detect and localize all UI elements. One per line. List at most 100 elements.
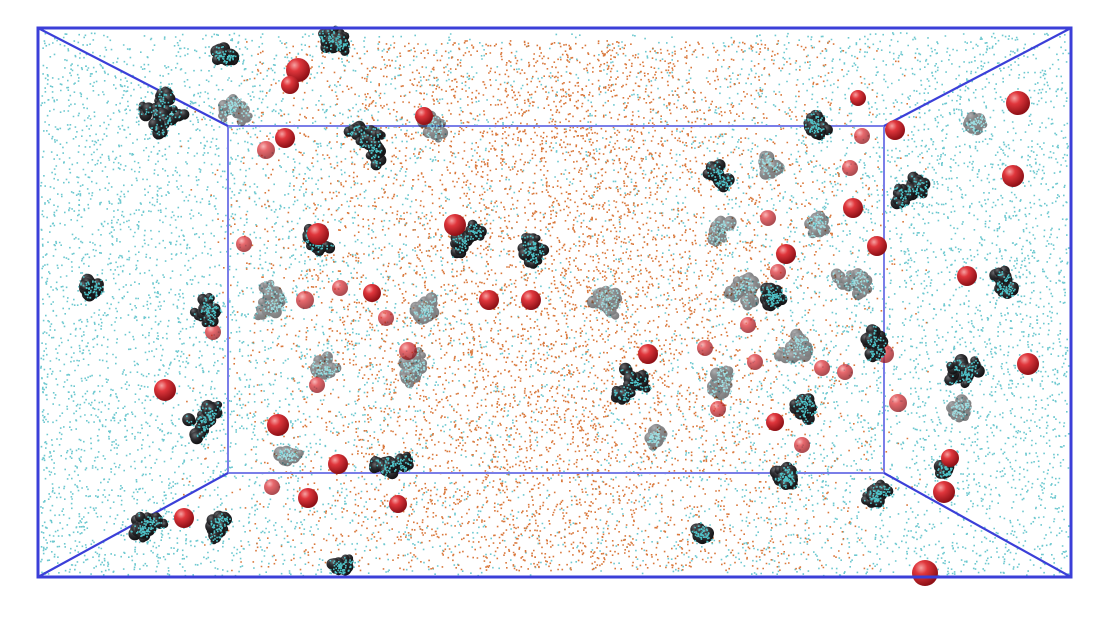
ion bbox=[912, 560, 938, 586]
molecule-cluster bbox=[758, 150, 785, 181]
ion bbox=[766, 413, 784, 431]
ion bbox=[885, 120, 905, 140]
molecule-cluster bbox=[409, 292, 440, 325]
ion bbox=[957, 266, 977, 286]
molecule-cluster bbox=[989, 265, 1019, 299]
ion bbox=[854, 128, 870, 144]
molecule-cluster bbox=[830, 268, 875, 300]
molecule-cluster bbox=[723, 272, 762, 311]
molecule-cluster bbox=[450, 219, 487, 259]
ion bbox=[933, 481, 955, 503]
ion bbox=[363, 284, 381, 302]
ion bbox=[264, 479, 280, 495]
molecule-cluster bbox=[963, 111, 988, 136]
molecule-cluster bbox=[946, 394, 972, 423]
molecule-cluster bbox=[253, 279, 287, 322]
molecule-cluster bbox=[318, 25, 350, 57]
ion bbox=[444, 214, 466, 236]
molecule-clusters-near bbox=[79, 25, 1019, 576]
box-front-face bbox=[36, 26, 1073, 579]
molecule-cluster bbox=[702, 159, 735, 193]
ion bbox=[286, 58, 310, 82]
box-depth-edge bbox=[883, 472, 1072, 578]
ion bbox=[257, 141, 275, 159]
ion bbox=[842, 160, 858, 176]
ion bbox=[638, 344, 658, 364]
ion bbox=[941, 449, 959, 467]
ion bbox=[889, 394, 907, 412]
ion bbox=[309, 377, 325, 393]
molecule-cluster bbox=[804, 210, 831, 239]
ion bbox=[697, 340, 713, 356]
molecule-cluster bbox=[586, 285, 623, 323]
molecule-cluster bbox=[398, 347, 429, 389]
molecule-cluster bbox=[933, 460, 955, 480]
ion bbox=[415, 107, 433, 125]
molecule-clusters-far bbox=[218, 94, 988, 467]
molecule-cluster bbox=[890, 171, 931, 210]
ions-far bbox=[205, 128, 907, 495]
ion bbox=[296, 291, 314, 309]
molecule-cluster bbox=[310, 351, 342, 380]
molecule-cluster bbox=[610, 362, 652, 405]
ion bbox=[236, 236, 252, 252]
ion bbox=[837, 364, 853, 380]
box-back-face bbox=[227, 125, 885, 474]
ion bbox=[399, 342, 417, 360]
ion bbox=[154, 379, 176, 401]
molecule-cluster bbox=[189, 292, 222, 328]
ion bbox=[479, 290, 499, 310]
molecule-cluster bbox=[369, 451, 416, 480]
molecule-cluster bbox=[182, 399, 225, 445]
box-depth-edge bbox=[883, 27, 1072, 127]
ion bbox=[747, 354, 763, 370]
molecule-cluster bbox=[860, 324, 889, 365]
molecule-cluster bbox=[205, 510, 232, 545]
ion bbox=[378, 310, 394, 326]
box-back-edges bbox=[37, 27, 1072, 578]
ion bbox=[267, 414, 289, 436]
ion bbox=[332, 280, 348, 296]
molecule-cluster bbox=[343, 120, 387, 171]
ion bbox=[389, 495, 407, 513]
molecule-cluster bbox=[707, 215, 737, 247]
ion bbox=[850, 90, 866, 106]
molecule-cluster bbox=[759, 282, 788, 312]
molecule-cluster bbox=[690, 522, 714, 545]
ion bbox=[1006, 91, 1030, 115]
molecule-cluster bbox=[79, 273, 104, 302]
ion bbox=[275, 128, 295, 148]
ion bbox=[867, 236, 887, 256]
ion bbox=[205, 324, 221, 340]
molecule-cluster bbox=[803, 109, 833, 141]
molecule-cluster bbox=[138, 86, 190, 140]
ion bbox=[814, 360, 830, 376]
ion bbox=[281, 76, 299, 94]
molecule-cluster bbox=[944, 354, 985, 389]
molecule-cluster bbox=[707, 365, 735, 401]
molecule-cluster bbox=[210, 42, 240, 67]
ions-near bbox=[154, 58, 1039, 586]
molecule-cluster bbox=[774, 328, 814, 364]
ion bbox=[710, 401, 726, 417]
molecule-cluster bbox=[273, 445, 304, 467]
ion bbox=[521, 290, 541, 310]
ion bbox=[776, 244, 796, 264]
ion bbox=[307, 223, 329, 245]
molecule-cluster bbox=[769, 461, 799, 490]
molecule-cluster bbox=[128, 511, 170, 543]
molecule-cluster bbox=[789, 393, 818, 425]
ion bbox=[1017, 353, 1039, 375]
ion bbox=[794, 437, 810, 453]
ion bbox=[1002, 165, 1024, 187]
ion bbox=[843, 198, 863, 218]
ion bbox=[740, 317, 756, 333]
molecule-cluster bbox=[218, 94, 256, 127]
molecule-cluster bbox=[861, 479, 895, 509]
ion bbox=[760, 210, 776, 226]
molecule-cluster bbox=[326, 554, 356, 576]
ion bbox=[328, 454, 348, 474]
box-front-edges bbox=[36, 26, 1073, 579]
molecule-cluster bbox=[644, 423, 668, 452]
